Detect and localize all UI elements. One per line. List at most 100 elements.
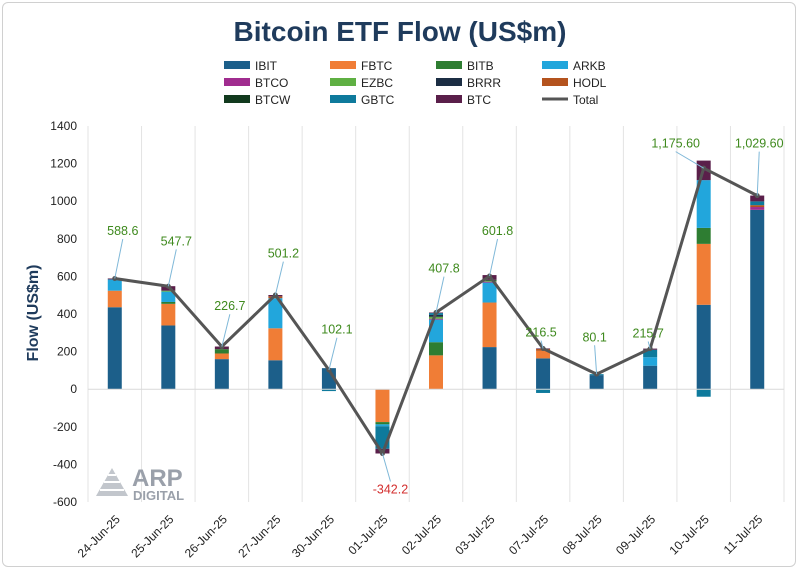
y-tick-label: 1200 bbox=[50, 157, 77, 171]
legend-swatch bbox=[542, 61, 568, 69]
x-tick-label: 02-Jul-25 bbox=[399, 512, 445, 558]
label-leader bbox=[221, 314, 231, 347]
label-leader bbox=[328, 337, 338, 371]
x-tick-label: 07-Jul-25 bbox=[506, 512, 552, 558]
legend-swatch bbox=[436, 78, 462, 86]
label-leader bbox=[435, 276, 445, 313]
bar-segment-fbtc bbox=[482, 302, 497, 348]
bar-segment-hodl bbox=[750, 205, 765, 208]
bar-segment-ibit bbox=[161, 325, 176, 390]
y-tick-label: 400 bbox=[57, 307, 77, 321]
bar-segment-bitb bbox=[375, 422, 390, 425]
bar-segment-bitb bbox=[214, 349, 229, 354]
legend-label: BTC bbox=[467, 93, 491, 107]
bar-segment-ibit bbox=[214, 359, 229, 390]
legend-swatch bbox=[542, 78, 568, 86]
y-tick-label: 800 bbox=[57, 232, 77, 246]
y-tick-label: 600 bbox=[57, 269, 77, 283]
bar-segment-ibit bbox=[107, 307, 122, 390]
label-leader bbox=[274, 261, 284, 296]
label-leader bbox=[114, 238, 124, 279]
bar-segment-arkb bbox=[375, 424, 390, 427]
label-leader bbox=[167, 249, 177, 287]
label-leader bbox=[381, 453, 391, 482]
bar-segment-bitb bbox=[429, 342, 443, 356]
bar-segment-ibit bbox=[589, 375, 604, 390]
total-data-label: 1,175.60 bbox=[651, 137, 700, 151]
legend-label: GBTC bbox=[361, 93, 395, 107]
bar-segment-fbtc bbox=[429, 355, 443, 390]
bar-segment-ibit bbox=[750, 209, 765, 390]
y-axis-label: Flow (US$m) bbox=[25, 265, 42, 362]
bar-segment-fbtc bbox=[536, 350, 551, 359]
legend-label: EZBC bbox=[361, 76, 393, 90]
label-leader bbox=[594, 345, 598, 375]
bar-segment-arkb bbox=[161, 291, 176, 302]
bar-segment-ezbc bbox=[429, 316, 443, 319]
legend-swatch bbox=[436, 61, 462, 69]
bar-segment-ibit bbox=[696, 304, 711, 390]
legend-item-bitb: BITB bbox=[436, 59, 494, 73]
bar-segment-gbtc bbox=[750, 201, 765, 206]
total-data-label: 216.5 bbox=[525, 326, 556, 340]
total-labels: 588.6 547.7 226.7 501.2 102.1 -342.2 407.8 601.… bbox=[107, 137, 783, 497]
legend-item-gbtc: GBTC bbox=[330, 93, 395, 107]
chart-title: Bitcoin ETF Flow (US$m) bbox=[234, 16, 567, 47]
legend-swatch bbox=[224, 61, 250, 69]
bar-segment-btco bbox=[429, 318, 443, 320]
label-leader bbox=[489, 238, 499, 277]
legend-label: BTCW bbox=[255, 93, 291, 107]
legend-item-ibit: IBIT bbox=[224, 59, 278, 73]
legend-label: IBIT bbox=[255, 59, 278, 73]
total-data-label: 601.8 bbox=[482, 224, 513, 238]
legend-item-ezbc: EZBC bbox=[330, 76, 393, 90]
legend: IBIT FBTC BITB ARKB BTCO EZBC BRRR HODL BTCW GBTC… bbox=[224, 59, 607, 107]
total-data-label: 547.7 bbox=[161, 234, 192, 248]
bar-segment-gbtc bbox=[536, 389, 551, 393]
x-tick-label: 10-Jul-25 bbox=[667, 512, 713, 558]
y-tick-label: -200 bbox=[53, 420, 77, 434]
y-tick-label: 200 bbox=[57, 345, 77, 359]
bar-segment-ibit bbox=[536, 358, 551, 390]
logo-mark-icon bbox=[96, 468, 128, 496]
y-tick-label: 1400 bbox=[50, 119, 77, 133]
legend-item-brrr: BRRR bbox=[436, 76, 501, 90]
legend-swatch bbox=[436, 95, 462, 103]
legend-label: BTCO bbox=[255, 76, 288, 90]
bar-segment-btco bbox=[750, 207, 765, 210]
y-tick-label: 1000 bbox=[50, 194, 77, 208]
x-tick-label: 01-Jul-25 bbox=[345, 512, 391, 558]
label-leader bbox=[647, 341, 651, 349]
x-tick-label: 26-Jun-25 bbox=[182, 512, 230, 560]
bar-segment-fbtc bbox=[696, 243, 711, 305]
bar-segment-ibit bbox=[268, 360, 283, 390]
bar-segment-fbtc bbox=[214, 353, 229, 360]
stacked-bars bbox=[107, 160, 765, 454]
legend-item-arkb: ARKB bbox=[542, 59, 606, 73]
legend-label: BRRR bbox=[467, 76, 501, 90]
x-tick-label: 11-Jul-25 bbox=[721, 512, 766, 557]
label-leader bbox=[756, 151, 760, 196]
legend-item-total: Total bbox=[542, 93, 598, 107]
legend-item-btc: BTC bbox=[436, 93, 491, 107]
x-tick-label: 24-Jun-25 bbox=[75, 512, 123, 560]
legend-label: HODL bbox=[573, 76, 607, 90]
label-leader bbox=[540, 340, 544, 349]
legend-item-fbtc: FBTC bbox=[330, 59, 393, 73]
arp-digital-logo: ARP DIGITAL bbox=[96, 465, 184, 503]
bar-segment-ibit bbox=[482, 347, 497, 390]
total-data-label: 226.7 bbox=[214, 299, 245, 313]
bar-segment-arkb bbox=[482, 282, 497, 303]
total-data-label: -342.2 bbox=[373, 483, 408, 497]
bar-segment-btcw bbox=[482, 279, 497, 281]
bar-segment-fbtc bbox=[268, 328, 283, 361]
logo-line2: DIGITAL bbox=[133, 488, 184, 503]
x-tick-label: 27-Jun-25 bbox=[235, 512, 283, 560]
legend-swatch bbox=[224, 95, 250, 103]
bar-segment-arkb bbox=[696, 180, 711, 228]
legend-item-btco: BTCO bbox=[224, 76, 288, 90]
total-data-label: 1,029.60 bbox=[735, 137, 784, 151]
total-data-label: 80.1 bbox=[582, 330, 606, 344]
bar-segment-arkb bbox=[107, 279, 122, 291]
bar-segment-fbtc bbox=[375, 389, 390, 423]
